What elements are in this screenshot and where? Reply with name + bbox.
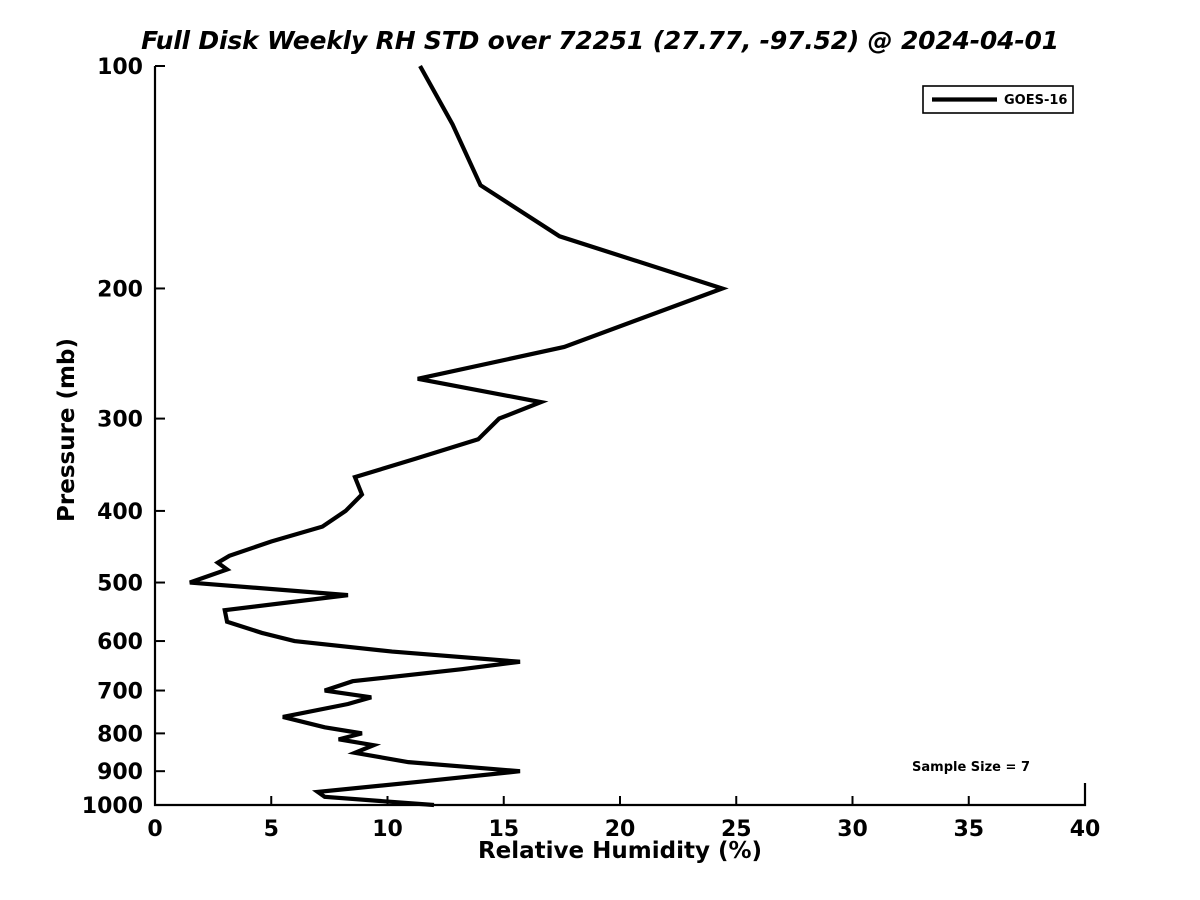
y-tick-label: 400	[97, 500, 143, 525]
y-tick-label: 100	[97, 55, 143, 80]
x-tick-label: 15	[488, 817, 519, 842]
x-tick-label: 35	[953, 817, 984, 842]
y-axis-tick-labels: 100 200 300 400 500 600 700 800 900 1000	[82, 55, 143, 819]
x-tick-label: 25	[721, 817, 752, 842]
y-tick-label: 700	[97, 680, 143, 705]
x-tick-label: 40	[1070, 817, 1101, 842]
x-axis-tick-labels: 0 5 10 15 20 25 30 35 40	[147, 817, 1100, 842]
sample-size-annotation: Sample Size = 7	[912, 760, 1030, 775]
y-axis-label: Pressure (mb)	[54, 338, 80, 522]
y-tick-label: 1000	[82, 794, 143, 819]
y-tick-label: 600	[97, 630, 143, 655]
x-tick-label: 10	[372, 817, 403, 842]
y-tick-label: 500	[97, 572, 143, 597]
legend-label-goes-16: GOES-16	[1004, 93, 1067, 108]
legend[interactable]: GOES-16	[922, 85, 1074, 114]
x-tick-label: 5	[264, 817, 279, 842]
data-series-group	[189, 64, 729, 808]
page-title: Full Disk Weekly RH STD over 72251 (27.7…	[141, 26, 1059, 55]
y-tick-label: 200	[97, 277, 143, 302]
series-line-goes-16	[189, 64, 729, 808]
axis-spines	[153, 66, 1087, 807]
x-tick-label: 0	[147, 817, 162, 842]
y-tick-label: 900	[97, 760, 143, 785]
y-axis-ticks	[155, 65, 165, 806]
x-axis-ticks	[154, 796, 1086, 805]
x-tick-label: 20	[605, 817, 636, 842]
y-tick-label: 800	[97, 722, 143, 747]
x-axis-label: Relative Humidity (%)	[478, 838, 762, 864]
x-tick-label: 30	[837, 817, 868, 842]
y-tick-label: 300	[97, 408, 143, 433]
